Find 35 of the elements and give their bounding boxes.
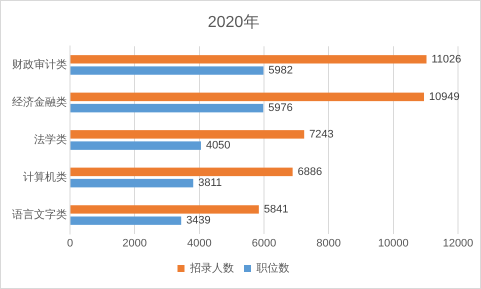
y-tick-label: 法学类 [34,133,67,146]
x-tick-label: 2000 [122,237,147,250]
legend-label: 招录人数 [189,262,234,275]
bar [70,141,201,150]
data-label: 3439 [186,214,211,227]
bar [70,216,182,225]
bar [70,55,427,64]
y-tick-label: 财政审计类 [12,58,67,71]
data-label: 10949 [429,90,460,103]
x-tick-label: 4000 [187,237,212,250]
data-label: 5976 [268,102,293,114]
y-tick-label: 经济金融类 [12,96,67,109]
data-label: 6886 [298,166,322,178]
x-tick-label: 12000 [442,237,474,250]
chart-title: 2020年 [208,14,260,32]
bar [70,92,424,102]
x-tick-label: 0 [66,237,74,250]
data-label: 7243 [309,128,334,140]
x-tick-label: 10000 [378,237,409,250]
bar [70,104,264,112]
x-tick-label: 6000 [252,237,276,250]
data-label: 4050 [206,140,230,152]
data-label: 5841 [264,203,288,216]
legend-label: 职位数 [256,262,290,275]
bar [70,130,304,139]
data-label: 3811 [198,177,222,190]
bar [70,178,194,188]
bar [70,205,259,214]
x-tick-label: 8000 [316,237,341,250]
bar [70,66,264,75]
y-tick-label: 计算机类 [23,170,67,184]
data-label: 5982 [268,64,293,77]
data-label: 11026 [432,53,462,66]
bar [70,168,293,176]
y-tick-label: 语言文字类 [12,208,67,222]
